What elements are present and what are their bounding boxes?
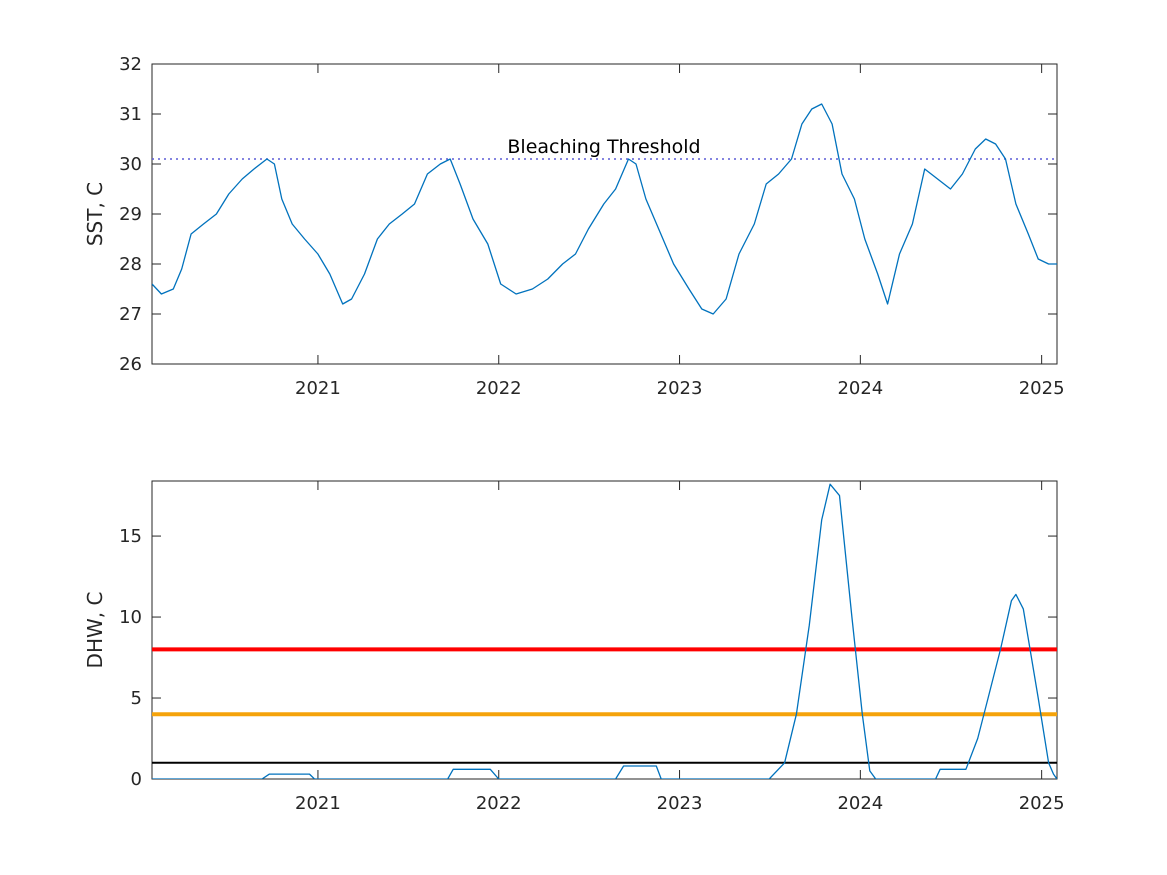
- dhw-xtick-label: 2022: [476, 793, 522, 814]
- dhw-xtick-label: 2023: [657, 793, 703, 814]
- dhw-chart: 0 5 10 15 2021 2022 2023 2024 2025 DHW, C: [83, 480, 1065, 814]
- dhw-ytick-label: 10: [119, 607, 142, 628]
- sst-xtick-label: 2021: [295, 378, 341, 399]
- sst-plot-area: [151, 63, 1058, 365]
- dhw-xtick-label: 2024: [837, 793, 883, 814]
- sst-xtick-label: 2024: [837, 378, 883, 399]
- dhw-ytick-label: 15: [119, 526, 142, 547]
- dhw-series-line: [152, 483, 1057, 779]
- sst-xtick-label: 2023: [657, 378, 703, 399]
- sst-series-line: [152, 103, 1057, 315]
- sst-xtick-label: 2025: [1019, 378, 1065, 399]
- dhw-ylabel: DHW, C: [83, 592, 107, 669]
- dhw-ytick-label: 0: [131, 769, 142, 790]
- sst-ytick-label: 27: [119, 304, 142, 325]
- dhw-plot-area: [151, 480, 1058, 780]
- bleaching-threshold-label: Bleaching Threshold: [507, 136, 700, 158]
- sst-ytick-label: 30: [119, 154, 142, 175]
- sst-ytick-label: 32: [119, 54, 142, 75]
- sst-xtick-label: 2022: [476, 378, 522, 399]
- dhw-ytick-label: 5: [131, 688, 142, 709]
- sst-ytick-label: 26: [119, 354, 142, 375]
- sst-ylabel: SST, C: [83, 182, 107, 246]
- sst-ytick-label: 28: [119, 254, 142, 275]
- sst-ytick-label: 31: [119, 104, 142, 125]
- dhw-xtick-label: 2021: [295, 793, 341, 814]
- sst-ytick-label: 29: [119, 204, 142, 225]
- sst-chart: 26 27 28 29 30 31 32 2021 2022 2023 2024 2025 SST, C…: [83, 54, 1065, 399]
- dhw-xtick-label: 2025: [1019, 793, 1065, 814]
